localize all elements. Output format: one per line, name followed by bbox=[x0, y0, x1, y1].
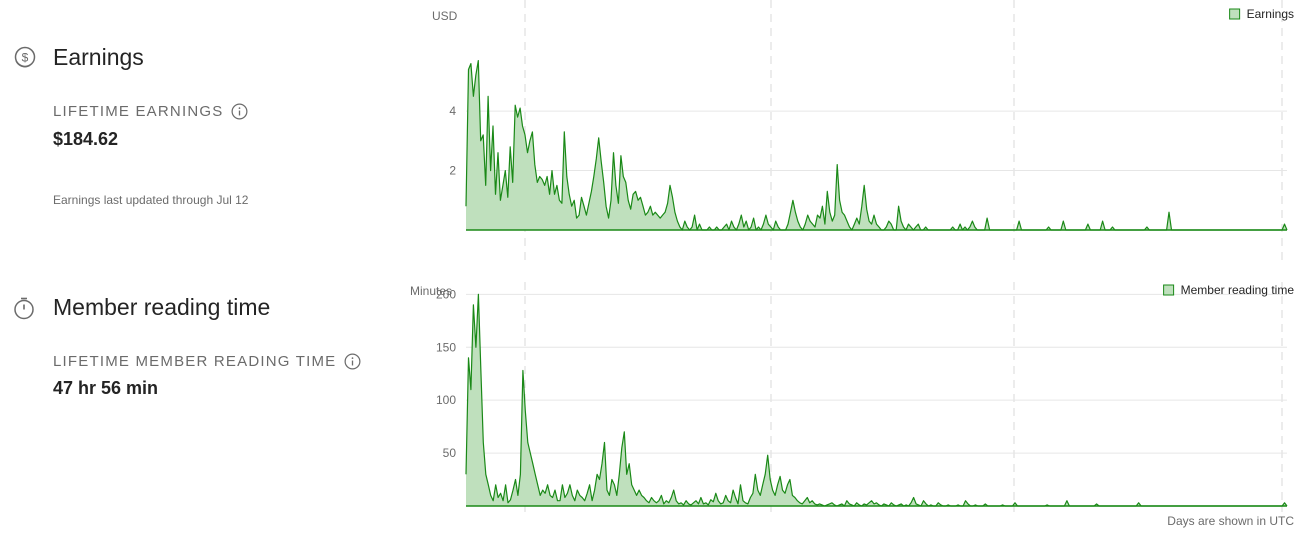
legend-swatch bbox=[1229, 8, 1241, 20]
legend-label: Member reading time bbox=[1181, 283, 1295, 297]
info-icon[interactable] bbox=[231, 103, 248, 120]
legend-swatch bbox=[1163, 284, 1175, 296]
dollar-coin-icon: $ bbox=[14, 46, 36, 68]
y-tick-label: 100 bbox=[436, 393, 456, 407]
y-axis-title: Minutes bbox=[410, 284, 452, 298]
svg-text:$: $ bbox=[22, 50, 29, 64]
utc-footnote: Days are shown in UTC bbox=[1167, 514, 1294, 528]
legend-label: Earnings bbox=[1247, 7, 1294, 21]
lifetime-reading-value: 47 hr 56 min bbox=[53, 378, 159, 398]
legend[interactable]: Earnings bbox=[1229, 7, 1294, 21]
lifetime-reading-label-text: LIFETIME MEMBER READING TIME bbox=[53, 353, 337, 370]
info-icon[interactable] bbox=[344, 353, 361, 370]
lifetime-earnings-label: LIFETIME EARNINGS bbox=[53, 103, 248, 120]
stopwatch-icon bbox=[14, 297, 34, 320]
lifetime-earnings-value: $184.62 bbox=[53, 129, 119, 149]
earnings-chart: 2 4 USD Earnings bbox=[432, 0, 1294, 262]
y-tick-label: 2 bbox=[449, 164, 456, 178]
legend[interactable]: Member reading time bbox=[1163, 283, 1295, 297]
y-axis-title: USD bbox=[432, 9, 458, 23]
earnings-updated-note: Earnings last updated through Jul 12 bbox=[53, 193, 249, 207]
y-tick-label: 4 bbox=[449, 104, 456, 118]
y-tick-label: 150 bbox=[436, 340, 456, 354]
lifetime-earnings-label-text: LIFETIME EARNINGS bbox=[53, 103, 224, 120]
series-line bbox=[465, 59, 1288, 231]
y-tick-label: 50 bbox=[443, 446, 457, 460]
series-area bbox=[466, 60, 1287, 230]
earnings-title: Earnings bbox=[53, 44, 144, 70]
lifetime-reading-label: LIFETIME MEMBER READING TIME bbox=[53, 353, 361, 370]
reading-time-title: Member reading time bbox=[53, 294, 271, 320]
y-tick-label: 200 bbox=[436, 287, 456, 301]
